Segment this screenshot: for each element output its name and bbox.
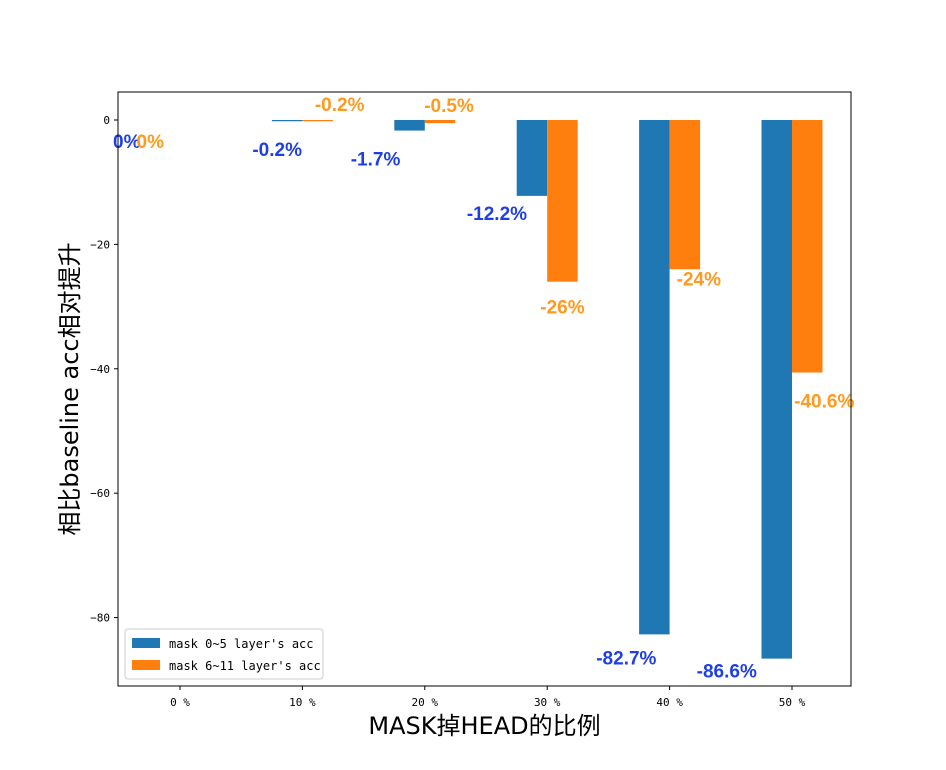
data-label-1-0: 0% [113, 132, 141, 153]
data-label-2-4: -24% [677, 269, 721, 290]
x-axis-label: MASK掉HEAD的比例 [368, 712, 600, 740]
bar-2-5 [792, 119, 823, 373]
y-tick-label: −20 [90, 238, 110, 251]
data-label-1-1: -0.2% [252, 140, 302, 161]
legend-box [124, 628, 324, 680]
bar-1-2 [394, 119, 425, 131]
y-tick-label: −40 [90, 363, 110, 376]
y-tick-label: 0 [103, 114, 110, 127]
data-label-1-2: -1.7% [351, 150, 401, 171]
data-label-2-2: -0.5% [424, 96, 474, 117]
bar-2-1 [302, 119, 333, 122]
bar-2-4 [669, 119, 701, 270]
data-label-2-1: -0.2% [315, 95, 365, 116]
data-label-2-0: 0% [137, 132, 165, 153]
bar-2-3 [547, 119, 578, 282]
x-tick-label: 30 % [534, 696, 561, 709]
y-tick-label: −60 [90, 487, 110, 500]
y-tick-label: −80 [90, 612, 110, 625]
bar-1-3 [516, 119, 548, 196]
bar-2-2 [424, 119, 456, 124]
legend-label-1: mask 0~5 layer's acc [169, 637, 314, 651]
x-tick-label: 50 % [779, 696, 806, 709]
data-label-2-3: -26% [540, 298, 584, 319]
x-tick-label: 20 % [412, 696, 439, 709]
x-axis: 0 % 10 % 20 % 30 % 40 % 50 % [170, 686, 806, 709]
bar-1-1 [271, 119, 303, 122]
legend-label-2: mask 6~11 layer's acc [169, 659, 321, 673]
legend: mask 0~5 layer's acc mask 6~11 layer's ac… [124, 628, 324, 680]
data-label-1-3: -12.2% [467, 204, 527, 225]
plot-frame [117, 91, 852, 687]
data-label-1-5: -86.6% [697, 662, 757, 683]
bar-1-5 [761, 119, 792, 659]
y-axis: 0 −20 −40 −60 −80 [90, 114, 118, 625]
y-axis-label: 相比baseline acc相对提升 [56, 242, 84, 535]
x-tick-label: 40 % [656, 696, 683, 709]
data-label-2-5: -40.6% [794, 392, 854, 413]
x-tick-label: 0 % [170, 696, 190, 709]
x-tick-label: 10 % [289, 696, 316, 709]
data-label-1-4: -82.7% [596, 648, 656, 669]
data-labels-layer: 0% -0.2% -1.7% -12.2% -82.7% -86.6% 0% -0.2% -0.… [113, 95, 854, 682]
legend-swatch-1 [132, 638, 160, 648]
bars-layer [271, 119, 823, 659]
bar-1-4 [639, 119, 670, 635]
legend-swatch-2 [132, 660, 160, 670]
